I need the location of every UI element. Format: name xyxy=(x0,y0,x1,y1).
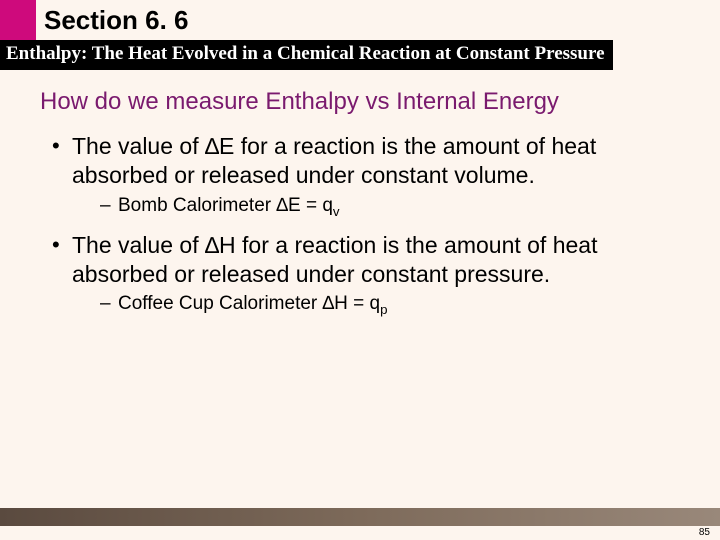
header-row: Section 6. 6 xyxy=(0,0,720,40)
sub-bullet-prefix: Bomb Calorimeter ∆E = q xyxy=(118,195,333,216)
sub-bullet-list: Coffee Cup Calorimeter ∆H = qp xyxy=(72,291,692,319)
bullet-item: The value of ∆E for a reaction is the am… xyxy=(50,132,692,221)
bullet-item: The value of ∆H for a reaction is the am… xyxy=(50,231,692,320)
sub-bullet-item: Bomb Calorimeter ∆E = qv xyxy=(100,193,692,221)
sub-bullet-prefix: Coffee Cup Calorimeter ∆H = q xyxy=(118,293,380,314)
bullet-list: The value of ∆E for a reaction is the am… xyxy=(40,132,692,319)
sub-bullet-subscript: p xyxy=(380,302,387,317)
sub-bullet-item: Coffee Cup Calorimeter ∆H = qp xyxy=(100,291,692,319)
sub-bullet-subscript: v xyxy=(333,204,340,219)
section-title: Section 6. 6 xyxy=(36,0,189,40)
slide-content: How do we measure Enthalpy vs Internal E… xyxy=(0,70,720,319)
footer-bar xyxy=(0,508,720,526)
sub-bullet-list: Bomb Calorimeter ∆E = qv xyxy=(72,193,692,221)
bullet-text: The value of ∆H for a reaction is the am… xyxy=(72,232,597,287)
accent-block xyxy=(0,0,36,40)
slide-heading: How do we measure Enthalpy vs Internal E… xyxy=(40,88,692,116)
page-number: 85 xyxy=(699,527,710,538)
bullet-text: The value of ∆E for a reaction is the am… xyxy=(72,133,596,188)
subtitle-bar: Enthalpy: The Heat Evolved in a Chemical… xyxy=(0,40,613,70)
